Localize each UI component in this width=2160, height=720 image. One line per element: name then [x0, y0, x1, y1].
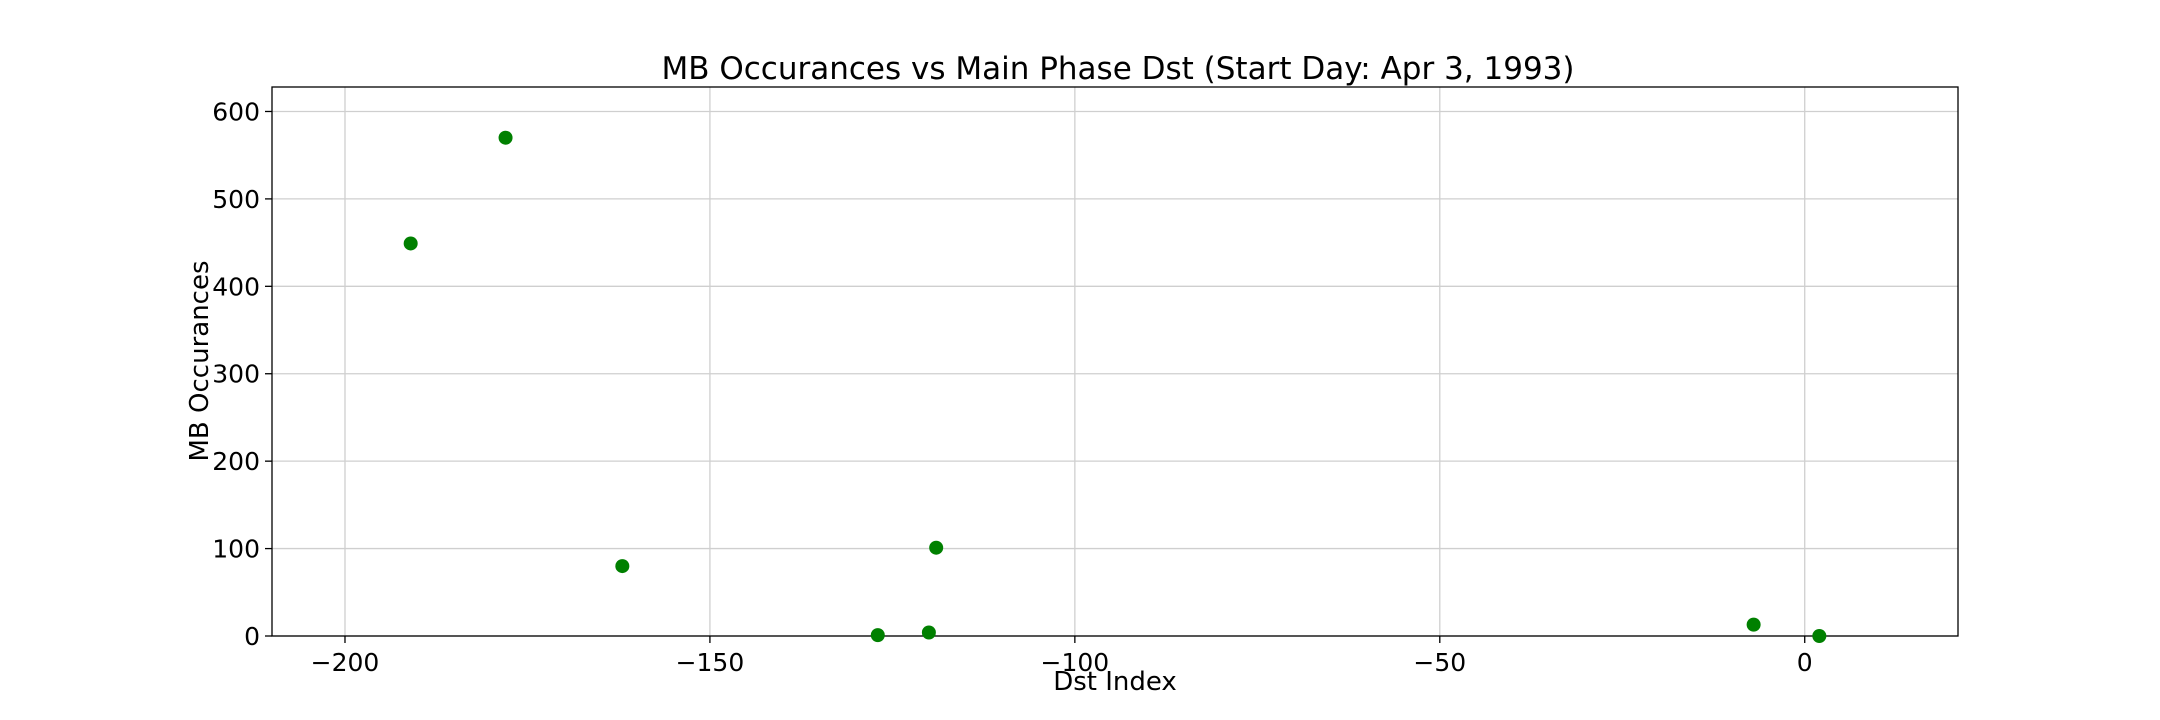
- y-tick-label: 500: [212, 185, 260, 214]
- x-tick-label: −100: [1041, 648, 1110, 677]
- grid: [272, 87, 1958, 637]
- chart-title: MB Occurances vs Main Phase Dst (Start D…: [661, 51, 1574, 87]
- data-point: [870, 628, 885, 643]
- x-tick-label: 0: [1797, 648, 1813, 677]
- y-tick-label: 200: [212, 447, 260, 476]
- data-point: [1746, 617, 1761, 632]
- x-tick-label: −150: [676, 648, 745, 677]
- data-point: [921, 625, 936, 640]
- y-axis-title: MB Occurances: [185, 260, 215, 461]
- y-tick-label: 400: [212, 272, 260, 301]
- y-tick-label: 300: [212, 360, 260, 389]
- data-points: [403, 130, 1827, 643]
- data-point: [615, 559, 630, 574]
- data-point: [1812, 629, 1827, 643]
- y-tick-label: 600: [212, 97, 260, 126]
- x-tick-label: −200: [311, 648, 380, 677]
- x-axis-ticks: −200 −150 −100 −50 0: [311, 636, 1813, 677]
- data-point: [498, 130, 513, 145]
- data-point: [929, 540, 944, 555]
- x-axis-title: Dst Index: [1053, 667, 1177, 697]
- x-tick-label: −50: [1413, 648, 1466, 677]
- y-tick-label: 0: [244, 622, 260, 651]
- plot-frame: [271, 86, 1959, 637]
- y-tick-label: 100: [212, 535, 260, 564]
- data-point: [403, 236, 418, 251]
- y-axis-ticks: 0 100 200 300 400 500 600: [212, 97, 272, 651]
